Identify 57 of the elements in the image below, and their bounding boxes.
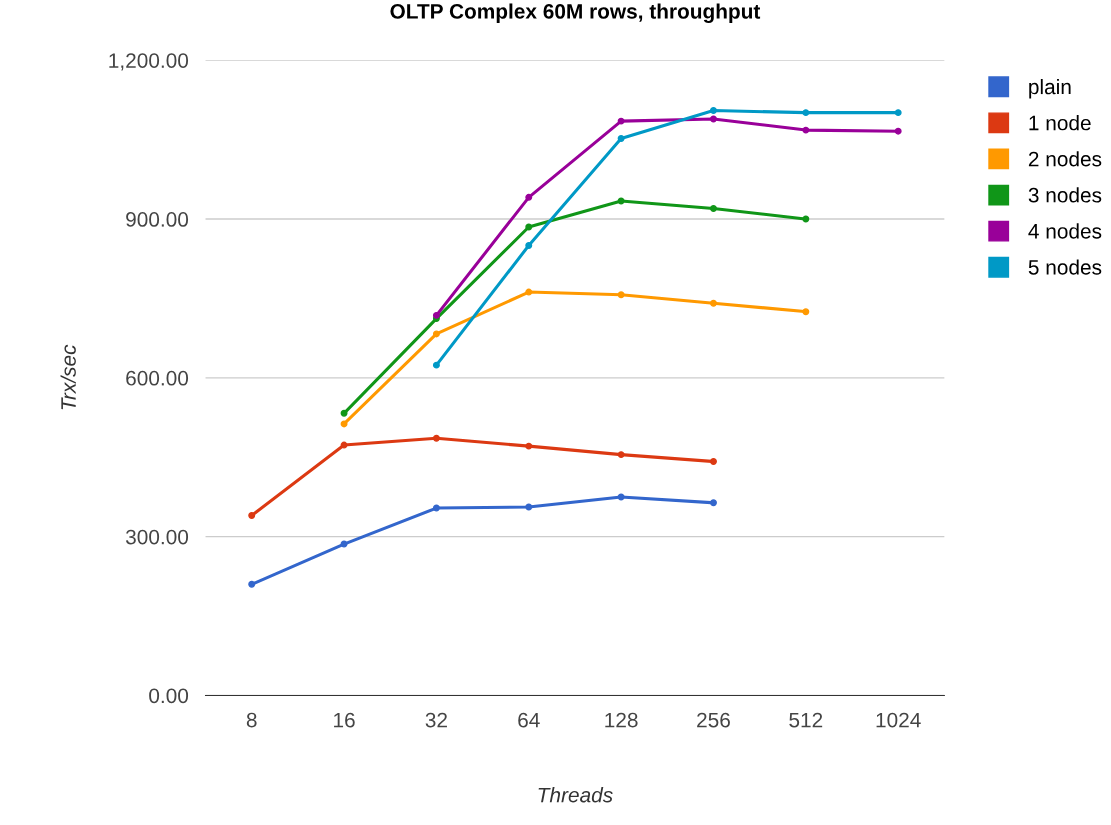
y-tick-label: 600.00 (126, 370, 189, 386)
chart-title: OLTP Complex 60M rows, throughput (390, 3, 761, 23)
point (894, 127, 902, 135)
point (709, 107, 717, 114)
point (617, 493, 625, 501)
point (525, 442, 533, 450)
point (432, 311, 440, 319)
x-tick-label: 512 (789, 712, 823, 728)
point (340, 441, 348, 449)
point (709, 204, 717, 212)
point (617, 117, 625, 125)
point (340, 420, 348, 428)
legend-label: 2 nodes (1028, 151, 1102, 167)
x-axis-title: Threads (538, 787, 613, 803)
point (617, 197, 625, 205)
y-axis-title: Trx/sec (60, 344, 76, 410)
point (525, 503, 533, 511)
point (709, 299, 717, 307)
point (248, 512, 256, 519)
point (802, 215, 810, 223)
point (709, 499, 717, 507)
legend-label: plain (1029, 78, 1071, 99)
point (432, 330, 440, 338)
point (802, 109, 810, 117)
y-tick-label: 300.00 (125, 529, 189, 545)
x-tick-label: 16 (334, 712, 355, 728)
point (340, 540, 348, 548)
point (894, 109, 902, 117)
point (709, 458, 717, 465)
point (432, 361, 440, 369)
x-tick-label: 64 (518, 712, 540, 728)
legend-label: 5 nodes (1028, 259, 1102, 275)
x-tick-label: 1024 (876, 712, 921, 728)
point (802, 308, 810, 316)
point (248, 580, 256, 588)
x-tick-label: 32 (425, 712, 447, 728)
point (432, 504, 440, 512)
point (340, 409, 348, 417)
point (432, 434, 440, 442)
y-tick-label: 900.00 (126, 212, 189, 227)
point (525, 288, 533, 296)
point (617, 135, 625, 143)
point (709, 115, 717, 123)
point (525, 223, 533, 231)
legend-label: 3 nodes (1028, 187, 1102, 203)
point (525, 193, 533, 201)
point (617, 291, 625, 299)
x-tick-label: 128 (605, 712, 638, 728)
y-tick-label: 1,200.00 (109, 53, 189, 71)
legend-label: 4 nodes (1028, 223, 1102, 239)
point (802, 126, 810, 134)
point (525, 242, 533, 249)
x-tick-label: 8 (246, 712, 257, 728)
y-tick-label: 0.00 (149, 688, 189, 704)
point (617, 451, 625, 459)
legend-label: 1 node (1029, 115, 1091, 131)
x-tick-label: 256 (697, 712, 730, 728)
